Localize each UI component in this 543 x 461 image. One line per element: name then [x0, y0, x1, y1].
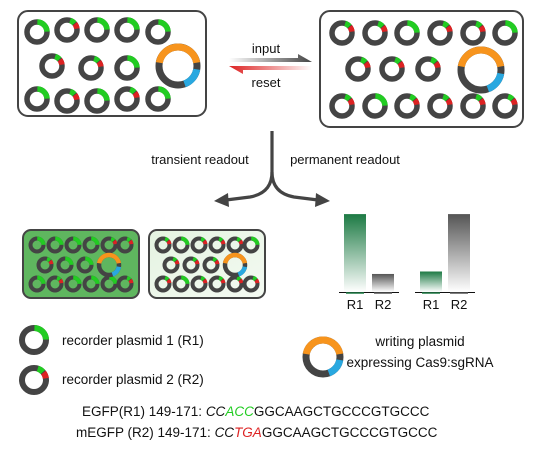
- megfp-highlight-1: CC: [215, 425, 235, 440]
- permanent-readout-chart-1: R1 R2: [339, 214, 399, 312]
- legend-r2-icon: [22, 368, 46, 392]
- megfp-highlight-2: TGA: [234, 425, 262, 440]
- transient-readout-label: transient readout: [151, 152, 249, 167]
- megfp-prefix: mEGFP (R2) 149-171:: [76, 425, 215, 440]
- tick-label-r2: R2: [451, 297, 468, 312]
- legend-r1-plasmid-icon: [22, 328, 46, 352]
- legend-r2-label: recorder plasmid 2 (R2): [62, 372, 204, 387]
- input-label: input: [252, 41, 281, 56]
- legend-r1-label: recorder plasmid 1 (R1): [62, 333, 204, 348]
- bar-r2: [448, 214, 470, 292]
- egfp-rest: GGCAAGCTGCCCGTGCCC: [254, 404, 430, 419]
- legend-r1-icon: [22, 328, 46, 352]
- legend-r2-plasmid-icon: [22, 368, 46, 392]
- transient-arrow-head: [214, 193, 229, 207]
- reset-arrow: [229, 66, 312, 74]
- egfp-sequence: EGFP(R1) 149-171: CCACCGGCAAGCTGCCCGTGCC…: [82, 404, 430, 419]
- legend-writing-line2: expressing Cas9:sgRNA: [346, 355, 493, 370]
- tick-label-r1: R1: [347, 297, 364, 312]
- permanent-readout-chart-2: R1 R2: [415, 214, 475, 312]
- bar-r1: [344, 214, 366, 292]
- tick-label-r1: R1: [423, 297, 440, 312]
- megfp-rest: GGCAAGCTGCCCGTGCCC: [262, 425, 438, 440]
- egfp-highlight-1: CC: [206, 404, 226, 419]
- reset-label: reset: [252, 75, 281, 90]
- tick-label-r2: R2: [375, 297, 392, 312]
- permanent-readout-label: permanent readout: [290, 152, 400, 167]
- bar-r1: [420, 272, 442, 293]
- bar-r2: [372, 274, 394, 292]
- megfp-sequence: mEGFP (R2) 149-171: CCTGAGGCAAGCTGCCCGTG…: [76, 425, 438, 440]
- egfp-prefix: EGFP(R1) 149-171:: [82, 404, 206, 419]
- legend-writing-plasmid-icon: [306, 340, 340, 374]
- permanent-arrow-head: [315, 193, 330, 207]
- legend-writing-plasmid-icon: [306, 340, 340, 374]
- legend-writing-line1: writing plasmid: [374, 334, 464, 349]
- egfp-highlight-2: ACC: [224, 404, 254, 419]
